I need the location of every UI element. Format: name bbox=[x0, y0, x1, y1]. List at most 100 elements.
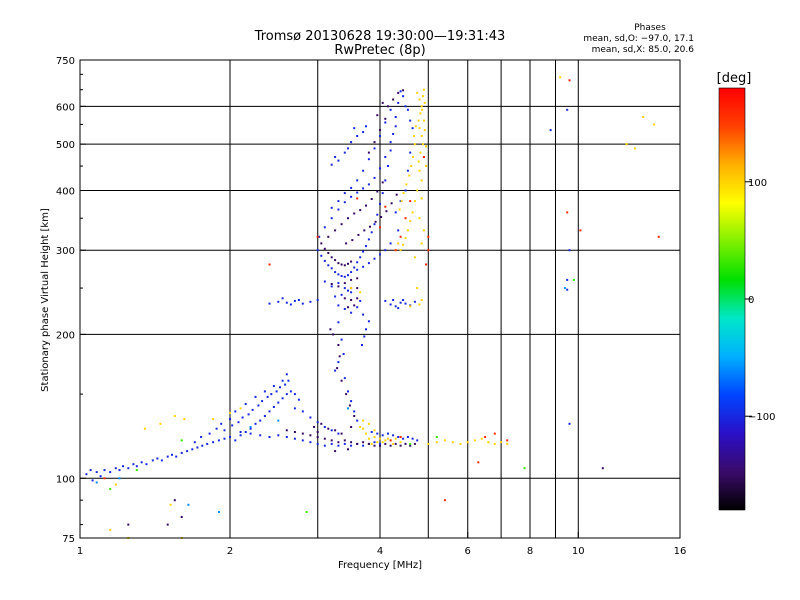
data-point bbox=[381, 101, 384, 104]
data-point bbox=[200, 436, 203, 438]
data-point bbox=[350, 400, 353, 403]
data-point bbox=[392, 98, 395, 101]
legend-title: Phases bbox=[634, 23, 666, 33]
data-point bbox=[316, 442, 319, 445]
data-point bbox=[268, 263, 271, 266]
data-point bbox=[404, 189, 407, 192]
data-point bbox=[343, 308, 346, 310]
data-point bbox=[277, 300, 280, 303]
data-point bbox=[559, 76, 562, 79]
data-point bbox=[337, 282, 340, 285]
data-point bbox=[329, 328, 332, 331]
data-point bbox=[373, 441, 376, 444]
data-point bbox=[293, 393, 296, 396]
data-point bbox=[342, 353, 345, 355]
data-point bbox=[247, 413, 250, 416]
data-point bbox=[400, 200, 403, 203]
data-point bbox=[381, 434, 384, 437]
data-point bbox=[356, 442, 359, 445]
data-point bbox=[337, 262, 340, 265]
data-point bbox=[406, 229, 409, 232]
data-point bbox=[223, 429, 226, 432]
data-point bbox=[398, 208, 401, 211]
data-point bbox=[347, 274, 349, 277]
data-point bbox=[566, 278, 569, 281]
data-point bbox=[305, 511, 308, 513]
data-point bbox=[420, 179, 423, 182]
data-point bbox=[579, 229, 582, 232]
data-point bbox=[395, 193, 398, 196]
data-point bbox=[397, 436, 400, 438]
data-point bbox=[356, 135, 359, 137]
data-point bbox=[171, 453, 173, 456]
data-point bbox=[402, 243, 405, 246]
data-point bbox=[334, 229, 337, 232]
data-point bbox=[397, 307, 400, 310]
data-point bbox=[404, 217, 407, 220]
data-point bbox=[327, 427, 330, 430]
x-tick-label: 4 bbox=[377, 546, 383, 557]
colorbar-tick-label: 0 bbox=[748, 295, 754, 306]
colorbar-ticks: 100 0 −100 bbox=[745, 178, 775, 423]
data-point bbox=[389, 303, 392, 306]
data-point bbox=[365, 432, 367, 435]
data-point bbox=[353, 266, 356, 269]
data-point bbox=[251, 408, 254, 411]
data-point bbox=[338, 355, 341, 358]
data-point bbox=[409, 444, 412, 447]
data-point bbox=[330, 256, 333, 259]
data-point bbox=[320, 422, 323, 425]
data-point bbox=[572, 278, 575, 281]
colorbar-tick-label: 100 bbox=[748, 178, 767, 189]
data-point bbox=[397, 101, 400, 104]
data-point bbox=[367, 151, 370, 154]
data-point bbox=[175, 455, 178, 458]
data-point bbox=[376, 441, 379, 444]
legend-o-mode: mean, sd,O: −97.0, 17.1 bbox=[583, 34, 694, 44]
data-point bbox=[384, 179, 387, 182]
data-point bbox=[337, 208, 340, 211]
data-point bbox=[350, 444, 353, 447]
data-point bbox=[361, 344, 363, 346]
y-tick-label: 500 bbox=[56, 140, 75, 151]
data-point bbox=[373, 223, 376, 226]
data-point bbox=[435, 441, 438, 444]
data-point bbox=[443, 439, 446, 442]
data-point bbox=[337, 285, 340, 288]
data-point bbox=[244, 403, 247, 405]
data-point bbox=[145, 463, 148, 466]
data-point bbox=[411, 127, 414, 130]
data-point bbox=[239, 431, 242, 433]
data-point bbox=[277, 419, 280, 422]
data-point bbox=[186, 450, 189, 453]
data-point bbox=[285, 301, 288, 304]
data-point bbox=[380, 216, 383, 218]
data-point bbox=[281, 379, 284, 382]
data-point bbox=[381, 192, 384, 195]
data-point bbox=[309, 441, 312, 444]
data-point bbox=[411, 211, 414, 214]
data-point bbox=[387, 165, 389, 167]
data-point bbox=[406, 108, 409, 111]
data-point bbox=[337, 432, 340, 435]
data-point bbox=[367, 437, 370, 440]
data-point bbox=[566, 288, 569, 291]
x-tick-label: 1 bbox=[77, 546, 83, 557]
data-point bbox=[330, 439, 333, 442]
data-point bbox=[268, 436, 271, 438]
data-point bbox=[379, 437, 381, 440]
data-point bbox=[422, 229, 425, 232]
data-point bbox=[191, 448, 194, 451]
data-point bbox=[402, 192, 405, 195]
data-point bbox=[345, 242, 348, 245]
data-point bbox=[340, 293, 343, 296]
data-point bbox=[409, 119, 412, 122]
data-point bbox=[353, 127, 356, 130]
data-point bbox=[384, 121, 387, 124]
x-tick-label: 6 bbox=[465, 546, 471, 557]
data-point bbox=[402, 89, 405, 92]
data-point bbox=[425, 165, 428, 167]
data-point bbox=[127, 523, 130, 526]
data-point bbox=[409, 305, 412, 308]
data-point bbox=[397, 91, 400, 94]
